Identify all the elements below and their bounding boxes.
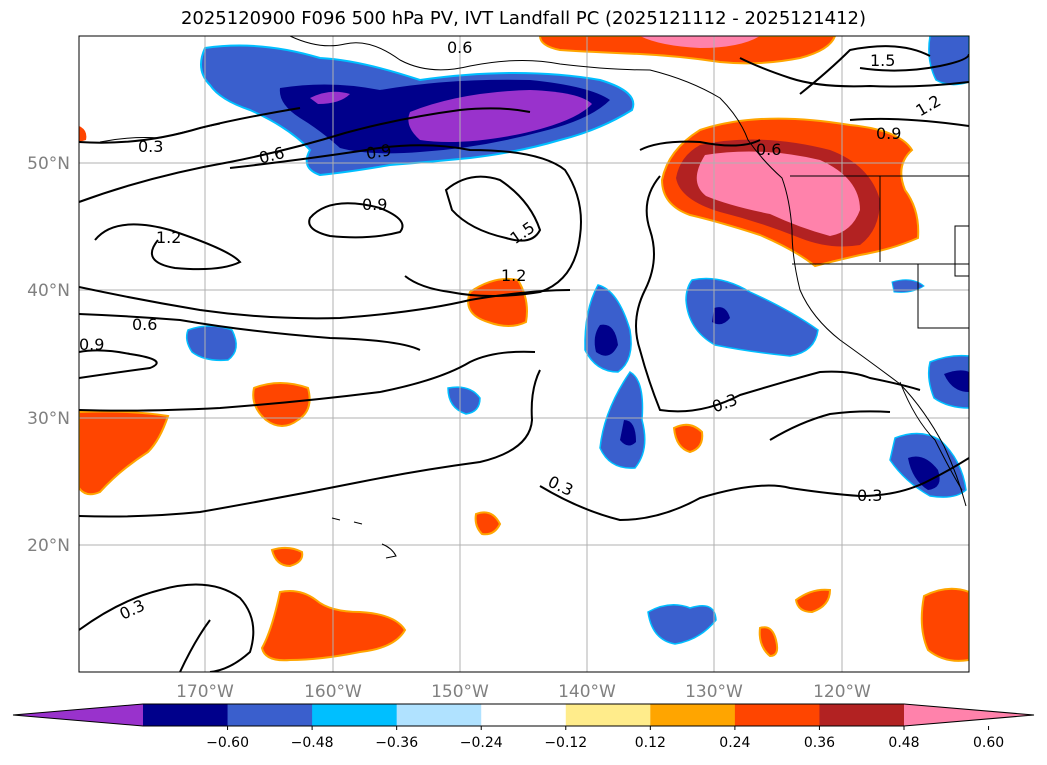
lon-label: 150°W [431, 682, 489, 702]
pv-negative-left-blob [185, 325, 237, 362]
colorbar-segment [819, 704, 905, 726]
colorbar-segment [227, 704, 313, 726]
map-gridlines [79, 36, 969, 672]
colorbar: −0.60 −0.48 −0.36 −0.24 −0.12 0.12 0.24 0.36 0.4… [12, 703, 1035, 751]
colorbar-tick-label: 0.36 [804, 735, 835, 751]
pv-positive-left [79, 410, 170, 496]
lon-label: 120°W [813, 682, 871, 702]
pv-positive-lower-3 [474, 511, 502, 536]
pv-positive-top-core [640, 36, 760, 48]
colorbar-extend-min [13, 704, 143, 726]
colorbar-tick-label: −0.36 [375, 735, 418, 751]
pv-positive-mid [467, 277, 528, 327]
lon-label: 170°W [176, 682, 234, 702]
contour-label: 0.9 [876, 124, 901, 143]
contour-label: 0.6 [257, 143, 286, 168]
colorbar-segment [396, 704, 482, 726]
pv-positive-lower-6 [758, 626, 779, 658]
colorbar-segment [734, 704, 820, 726]
pv-negative-band-peak [408, 90, 592, 142]
lat-labels: 50°N 40°N 30°N 20°N [27, 154, 70, 556]
colorbar-tick-label: −0.60 [206, 735, 249, 751]
pv-contours [79, 45, 969, 672]
pv-positive-lower-2 [270, 546, 304, 568]
pv-positive-blob-165w [252, 382, 311, 427]
colorbar-segment [565, 704, 651, 726]
contour-label: 1.2 [501, 266, 526, 285]
colorbar-tick-label: 0.60 [973, 735, 1004, 751]
colorbar-tick-label: 0.48 [888, 735, 919, 751]
pv-negative-blob-lower [599, 371, 646, 469]
lat-label: 40°N [27, 281, 70, 301]
lat-label: 20°N [27, 536, 70, 556]
contour-label: 0.3 [545, 472, 576, 500]
colorbar-tick-label: −0.48 [291, 735, 334, 751]
pv-anomaly-fill [79, 36, 969, 662]
colorbar-segment [312, 704, 398, 726]
contour-label: 0.6 [132, 315, 157, 334]
pv-positive-lower-5 [794, 588, 832, 614]
pv-negative-blob-150w [447, 386, 481, 415]
colorbar-tick-label: 0.24 [719, 735, 750, 751]
map-frame [78, 35, 970, 673]
pv-negative-lower-1 [647, 604, 717, 645]
lon-labels: 170°W 160°W 150°W 140°W 130°W 120°W [176, 682, 871, 702]
map-title: 2025120900 F096 500 hPa PV, IVT Landfall… [180, 8, 867, 29]
colorbar-tick-label: −0.12 [544, 735, 587, 751]
pv-negative-blob-130w [685, 277, 819, 357]
pv-positive-nw-core [696, 151, 860, 236]
colorbar-extend-max [904, 704, 1034, 726]
contour-label: 0.3 [857, 486, 882, 505]
colorbar-outline [12, 703, 1035, 727]
lat-label: 50°N [27, 154, 70, 174]
contour-label: 0.6 [756, 140, 781, 159]
contour-label: 1.2 [913, 91, 945, 120]
colorbar-segment [481, 704, 567, 726]
contour-label: 0.6 [447, 38, 472, 57]
lon-label: 160°W [304, 682, 362, 702]
contour-label: 0.9 [362, 195, 387, 214]
pv-positive-top [538, 36, 837, 65]
lat-label: 30°N [27, 409, 70, 429]
contour-label: 0.3 [117, 596, 148, 624]
lon-label: 140°W [558, 682, 616, 702]
lon-label: 130°W [685, 682, 743, 702]
contour-label: 1.5 [870, 51, 895, 70]
contour-label: 0.3 [138, 137, 163, 156]
pv-positive-lower-4 [672, 423, 704, 454]
contour-label: 0.9 [79, 335, 104, 354]
colorbar-tick-label: −0.24 [460, 735, 503, 751]
colorbar-segment [650, 704, 736, 726]
contour-label: 1.5 [507, 218, 539, 248]
colorbar-tick-label: 0.12 [635, 735, 666, 751]
pv-negative-band-peak2 [310, 91, 350, 104]
contour-label: 0.9 [364, 140, 392, 163]
colorbar-segment [143, 704, 229, 726]
contour-label: 1.2 [156, 228, 181, 247]
pv-positive-lower-right [920, 587, 969, 662]
pv-positive-left-small [79, 126, 87, 142]
